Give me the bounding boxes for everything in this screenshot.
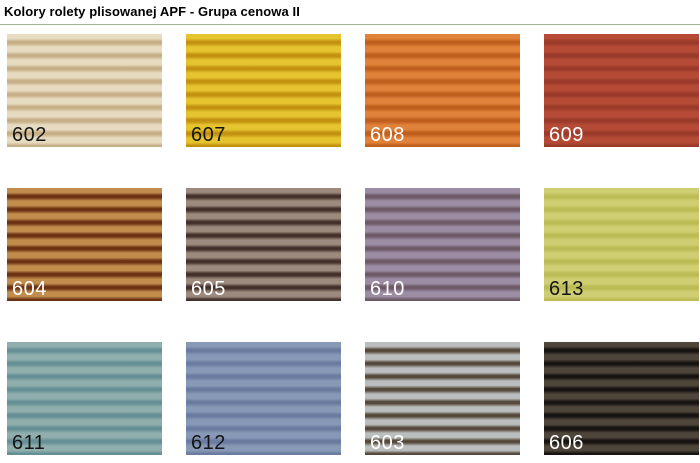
swatch-code-label: 609	[549, 124, 584, 146]
color-swatch-608: 608	[365, 34, 520, 147]
swatch-code-label: 613	[549, 278, 584, 300]
page-title: Kolory rolety plisowanej APF - Grupa cen…	[4, 4, 300, 19]
color-swatch-612: 612	[186, 342, 341, 455]
swatch-code-label: 602	[12, 124, 47, 146]
swatch-code-label: 603	[370, 432, 405, 454]
swatch-code-label: 611	[12, 432, 46, 454]
swatch-grid: 602 607 608 609 604 605 610 613 611 612 603 606	[7, 34, 700, 455]
swatch-code-label: 607	[191, 124, 226, 146]
color-swatch-606: 606	[544, 342, 699, 455]
color-swatch-605: 605	[186, 188, 341, 301]
color-swatch-604: 604	[7, 188, 162, 301]
color-swatch-610: 610	[365, 188, 520, 301]
swatch-code-label: 606	[549, 432, 584, 454]
color-swatch-607: 607	[186, 34, 341, 147]
color-swatch-603: 603	[365, 342, 520, 455]
title-divider	[0, 24, 700, 25]
swatch-code-label: 610	[370, 278, 405, 300]
swatch-code-label: 608	[370, 124, 405, 146]
color-swatch-602: 602	[7, 34, 162, 147]
color-swatch-609: 609	[544, 34, 699, 147]
swatch-code-label: 605	[191, 278, 226, 300]
color-swatch-613: 613	[544, 188, 699, 301]
swatch-code-label: 604	[12, 278, 47, 300]
color-swatch-611: 611	[7, 342, 162, 455]
swatch-code-label: 612	[191, 432, 226, 454]
